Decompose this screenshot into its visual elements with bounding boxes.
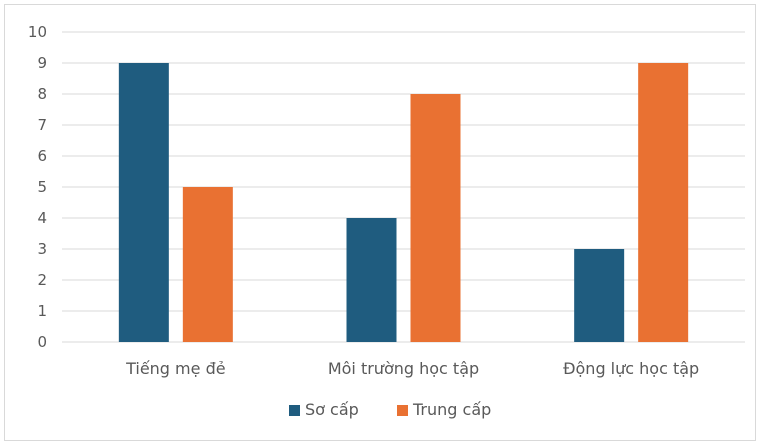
y-tick-label: 4 [37,209,47,227]
legend: Sơ cấp Trung cấp [289,400,491,419]
y-tick-label: 9 [37,54,47,72]
y-axis-tick-labels: 0 1 2 3 4 5 6 7 8 9 10 [28,23,47,351]
x-category-label: Động lực học tập [563,359,699,378]
x-axis-category-labels: Tiếng mẹ đẻ Môi trường học tập Động lực họ… [125,359,699,378]
y-tick-label: 1 [37,302,47,320]
bar-so-cap [118,63,169,342]
legend-label: Trung cấp [412,400,491,419]
legend-swatch [289,405,300,416]
y-tick-label: 6 [37,147,47,165]
y-tick-label: 10 [28,23,47,41]
x-category-label: Tiếng mẹ đẻ [125,359,225,378]
x-category-label: Môi trường học tập [328,359,479,378]
y-tick-label: 7 [37,116,47,134]
bars [118,63,689,342]
y-tick-label: 3 [37,240,47,258]
bar-trung-cap [410,94,461,342]
bar-so-cap [574,249,625,342]
bar-so-cap [346,218,397,342]
y-tick-label: 8 [37,85,47,103]
bar-trung-cap [182,187,233,342]
y-tick-label: 5 [37,178,47,196]
y-tick-label: 2 [37,271,47,289]
gridlines [62,31,745,343]
y-tick-label: 0 [37,333,47,351]
bar-trung-cap [638,63,689,342]
legend-label: Sơ cấp [305,400,359,419]
legend-swatch [397,405,408,416]
